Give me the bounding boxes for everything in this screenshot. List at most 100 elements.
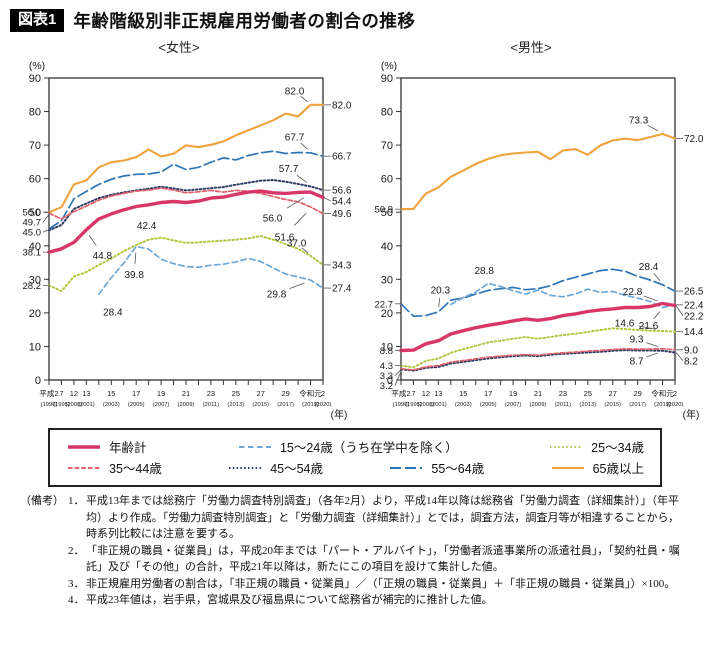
start-value-label: 3.2 bbox=[380, 381, 393, 392]
men-chart-canvas: (%) 0 10 20 30 40 50 60 70 80 90 平成2 (1990)7 (1995)12… bbox=[375, 60, 704, 421]
legend-item-age55_64: 55～64歳 bbox=[388, 458, 484, 477]
leader-line bbox=[300, 95, 308, 103]
legend-swatch-total bbox=[68, 444, 100, 449]
end-value-label: 34.3 bbox=[332, 260, 352, 271]
legend-item-age65plus: 65歳以上 bbox=[550, 458, 644, 477]
footnote-text: 平成13年までは総務庁「労働力調査特別調査」（各年2月）より，平成14年以降は総… bbox=[86, 495, 680, 540]
data-label: 28.8 bbox=[474, 266, 494, 277]
start-value-label: 3.3 bbox=[380, 371, 393, 382]
leader-line bbox=[394, 368, 403, 376]
data-label: 82.0 bbox=[285, 86, 305, 97]
x-tick-era-label: 17 bbox=[484, 389, 492, 398]
series-age45_54 bbox=[400, 349, 676, 372]
figure-header: 図表1 年齢階級別非正規雇用労働者の割合の推移 bbox=[0, 0, 710, 33]
legend-swatch-age55_64 bbox=[390, 466, 423, 469]
footnote-text: 「非正規の職員・従業員」は，平成20年までは「パート・アルバイト」，「労働者派遣… bbox=[86, 544, 680, 574]
x-tick-year-label: (2000) bbox=[66, 402, 83, 408]
x-tick-year-label: (2003) bbox=[103, 402, 120, 408]
start-value-label: 38.1 bbox=[23, 248, 42, 259]
x-tick-era-label: 19 bbox=[157, 389, 165, 398]
plot-frame bbox=[48, 77, 324, 381]
data-label: 29.8 bbox=[267, 290, 287, 301]
page-title: 年齢階級別非正規雇用労働者の割合の推移 bbox=[73, 11, 416, 31]
legend-row-1: 年齢計 15～24歳（うち在学中を除く） 25～34歳 bbox=[66, 437, 644, 456]
footnote-number: 4． bbox=[68, 594, 85, 606]
x-tick-era-label: 令和元 bbox=[651, 388, 674, 398]
end-value-label: 9.0 bbox=[684, 345, 698, 356]
x-tick-year-label: (2020) bbox=[315, 402, 332, 408]
y-tick-label: 0 bbox=[35, 375, 41, 387]
x-tick-era-label: 7 bbox=[59, 389, 63, 398]
legend-swatch-age45_54 bbox=[229, 466, 262, 469]
series-age45_54 bbox=[48, 179, 324, 232]
leader-line bbox=[134, 252, 137, 264]
x-tick-year-label: (2007) bbox=[505, 402, 522, 408]
y-tick-label: 30 bbox=[29, 274, 41, 286]
legend-label: 年齢計 bbox=[109, 441, 147, 455]
x-tick-year-label: (1990) bbox=[393, 402, 410, 408]
end-value-label: 26.5 bbox=[684, 287, 704, 298]
footnote-item-1: 1． 平成13年までは総務庁「労働力調査特別調査」（各年2月）より，平成14年以降… bbox=[68, 493, 686, 543]
legend-label: 25～34歳 bbox=[591, 441, 644, 455]
x-tick-year-label: (2000) bbox=[418, 402, 435, 408]
end-value-label: 27.4 bbox=[332, 284, 352, 295]
x-tick-year-label: (1995) bbox=[405, 402, 422, 408]
y-tick-label: 70 bbox=[381, 140, 393, 152]
data-label: 57.7 bbox=[279, 164, 299, 175]
series-age35_44 bbox=[400, 347, 676, 371]
series-age25_34 bbox=[400, 327, 676, 369]
y-axis-unit: (%) bbox=[29, 60, 45, 72]
series-age15_24 bbox=[449, 282, 676, 309]
figure-tag: 図表1 bbox=[10, 9, 65, 32]
data-label: 21.6 bbox=[639, 321, 659, 332]
end-value-label: 82.0 bbox=[332, 100, 352, 111]
data-label: 56.0 bbox=[263, 214, 283, 225]
women-chart-subtitle: <女性> bbox=[158, 40, 200, 55]
legend-label: 15～24歳（うち在学中を除く） bbox=[279, 441, 458, 455]
footnote-text: 平成23年値は，岩手県，宮城県及び福島県について総務省が補完的に推計した値。 bbox=[86, 594, 493, 606]
data-label: 39.8 bbox=[124, 270, 144, 281]
x-axis-unit: (年) bbox=[331, 408, 348, 421]
data-label: 44.8 bbox=[93, 251, 113, 262]
x-tick-era-label: 平成2 bbox=[391, 388, 410, 398]
footnote-number: 2． bbox=[68, 544, 85, 557]
x-tick-era-label: 7 bbox=[411, 389, 415, 398]
leader-line bbox=[294, 213, 307, 226]
legend-swatch-age25_34 bbox=[550, 445, 583, 448]
x-tick-era-label: 29 bbox=[281, 389, 289, 398]
y-tick-label: 40 bbox=[381, 241, 393, 253]
y-tick-label: 20 bbox=[381, 308, 393, 320]
start-value-label: 50.9 bbox=[375, 205, 394, 216]
x-tick-era-label: 21 bbox=[182, 389, 190, 398]
end-value-label: 14.4 bbox=[684, 327, 704, 338]
start-value-label: 4.3 bbox=[380, 361, 393, 372]
end-value-label: 72.0 bbox=[684, 134, 704, 145]
x-tick-year-label: (2017) bbox=[277, 402, 294, 408]
x-tick-year-label: (2015) bbox=[604, 402, 621, 408]
y-tick-label: 70 bbox=[29, 140, 41, 152]
leader-line bbox=[323, 197, 332, 202]
end-value-label: 22.2 bbox=[684, 311, 704, 322]
footnotes-heading: （備考） bbox=[20, 495, 64, 507]
x-tick-year-label: (2020) bbox=[667, 402, 684, 408]
start-value-label: 8.8 bbox=[380, 346, 393, 357]
x-tick-year-label: (2015) bbox=[252, 402, 269, 408]
x-tick-era-label: 25 bbox=[584, 389, 592, 398]
y-tick-label: 60 bbox=[29, 174, 41, 186]
leader-line bbox=[42, 212, 51, 223]
leader-line bbox=[653, 311, 661, 319]
y-tick-label: 0 bbox=[387, 375, 393, 387]
leader-line bbox=[88, 235, 97, 247]
end-value-label: 22.4 bbox=[684, 300, 704, 311]
leader-line bbox=[438, 298, 441, 308]
legend-item-age35_44: 35～44歳 bbox=[66, 458, 162, 477]
y-tick-label: 50 bbox=[29, 207, 41, 219]
leader-line bbox=[653, 273, 661, 282]
end-value-label: 56.6 bbox=[332, 186, 352, 197]
x-tick-era-label: 27 bbox=[609, 389, 617, 398]
y-tick-label: 20 bbox=[29, 308, 41, 320]
x-tick-year-label: (2017) bbox=[629, 402, 646, 408]
x-tick-era-label: 2 bbox=[321, 389, 325, 398]
legend-box: 年齢計 15～24歳（うち在学中を除く） 25～34歳 35～44歳 45～54歳 55… bbox=[48, 428, 662, 487]
data-label: 22.8 bbox=[623, 287, 643, 298]
